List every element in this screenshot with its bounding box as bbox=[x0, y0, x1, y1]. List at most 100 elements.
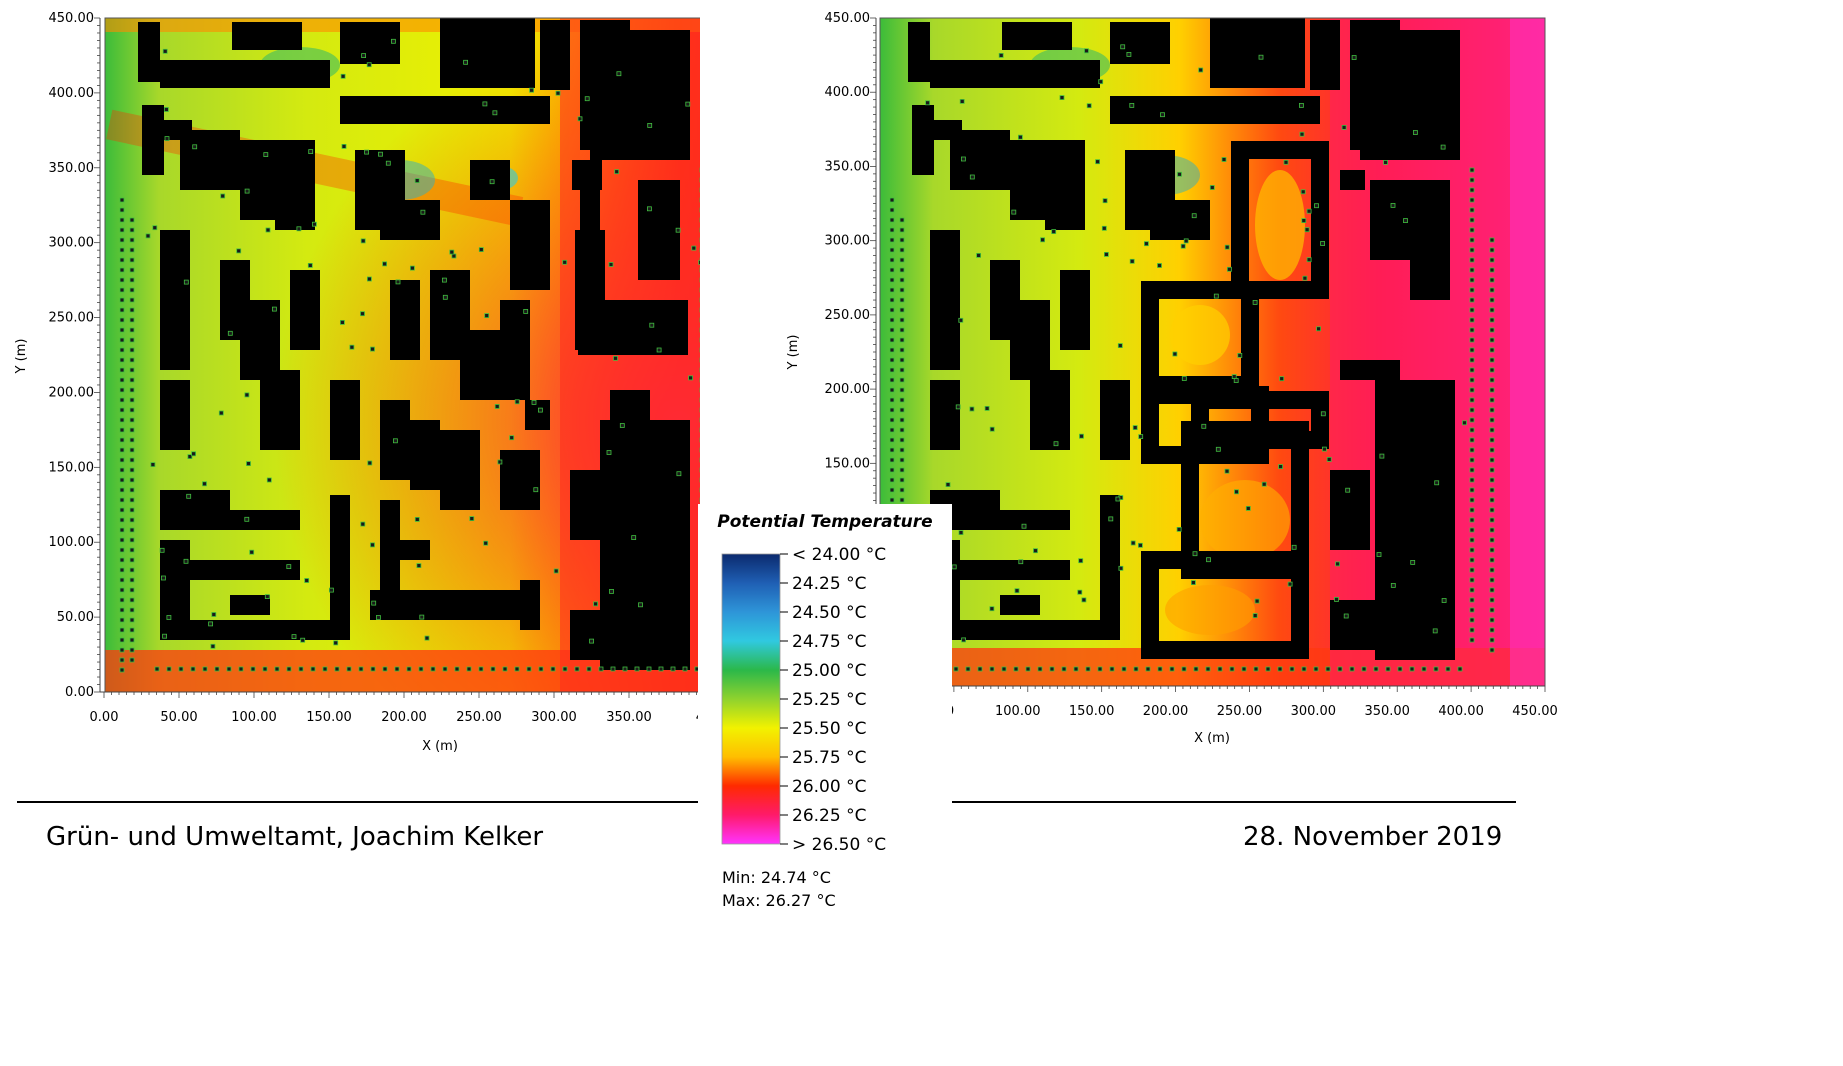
tree-marker bbox=[1145, 666, 1151, 672]
tree-marker bbox=[419, 614, 425, 620]
tree-marker bbox=[1441, 598, 1447, 603]
tree-marker bbox=[119, 387, 125, 393]
tree-marker bbox=[129, 417, 135, 423]
tree-marker bbox=[119, 517, 125, 523]
tree-marker bbox=[889, 287, 895, 293]
tree-marker bbox=[899, 217, 905, 223]
tree-marker bbox=[1157, 666, 1163, 672]
tree-marker bbox=[1183, 238, 1189, 244]
tree-marker bbox=[509, 435, 515, 441]
tree-marker bbox=[119, 467, 125, 473]
tree-marker bbox=[119, 237, 125, 243]
tree-marker bbox=[129, 557, 135, 563]
planned-building-block bbox=[1181, 421, 1309, 579]
tree-marker bbox=[1489, 277, 1495, 283]
tree-marker bbox=[119, 477, 125, 483]
tree-marker bbox=[1234, 489, 1239, 495]
y-tick-label: 200.00 bbox=[825, 382, 871, 397]
tree-marker bbox=[1489, 557, 1495, 563]
building bbox=[500, 300, 530, 400]
tree-marker bbox=[1469, 257, 1475, 263]
tree-marker bbox=[129, 387, 135, 393]
building bbox=[370, 590, 520, 620]
tree-marker bbox=[889, 397, 895, 403]
tree-marker bbox=[1126, 52, 1132, 57]
tree-marker bbox=[129, 517, 135, 523]
x-tick-label: 0.00 bbox=[90, 710, 119, 725]
tree-marker bbox=[1489, 477, 1495, 483]
tree-marker bbox=[1095, 159, 1101, 165]
tree-marker bbox=[1469, 207, 1475, 213]
tree-marker bbox=[965, 666, 971, 672]
building bbox=[575, 230, 605, 350]
tree-marker bbox=[1291, 544, 1297, 550]
building bbox=[290, 270, 320, 350]
building bbox=[1060, 270, 1090, 350]
tree-marker bbox=[899, 407, 905, 413]
tree-marker bbox=[899, 287, 905, 293]
tree-marker bbox=[382, 666, 388, 672]
tree-marker bbox=[656, 347, 662, 353]
tree-marker bbox=[1013, 666, 1019, 672]
tree-marker bbox=[1077, 589, 1083, 595]
tree-marker bbox=[1181, 376, 1187, 381]
tree-marker bbox=[1221, 157, 1227, 162]
tree-marker bbox=[1489, 597, 1495, 603]
tree-marker bbox=[584, 96, 590, 102]
tree-marker bbox=[220, 193, 226, 199]
tree-marker bbox=[889, 367, 895, 373]
tree-marker bbox=[119, 457, 125, 463]
tree-marker bbox=[889, 217, 895, 223]
tree-marker bbox=[1469, 437, 1475, 443]
tree-marker bbox=[1287, 581, 1293, 587]
tree-marker bbox=[953, 666, 959, 672]
tree-marker bbox=[129, 407, 135, 413]
tree-marker bbox=[265, 227, 271, 233]
tree-marker bbox=[538, 407, 543, 413]
tree-marker bbox=[145, 233, 151, 239]
tree-marker bbox=[1373, 666, 1379, 672]
tree-marker bbox=[482, 101, 488, 107]
tree-marker bbox=[119, 597, 125, 603]
tree-marker bbox=[1313, 666, 1319, 672]
building bbox=[180, 130, 210, 190]
tree-marker bbox=[1469, 497, 1475, 503]
legend-label: 24.50 °C bbox=[792, 603, 866, 623]
legend-label: 26.00 °C bbox=[792, 777, 866, 797]
tree-marker bbox=[1120, 44, 1126, 50]
right-y-axis-title: Y (m) bbox=[786, 335, 801, 371]
tree-marker bbox=[562, 666, 568, 672]
tree-marker bbox=[311, 221, 317, 227]
tree-marker bbox=[899, 277, 905, 283]
tree-marker bbox=[129, 297, 135, 303]
tree-marker bbox=[634, 666, 640, 672]
tree-marker bbox=[1306, 257, 1312, 263]
tree-marker bbox=[899, 337, 905, 343]
legend-label: < 24.00 °C bbox=[792, 545, 886, 565]
tree-marker bbox=[218, 410, 224, 416]
tree-marker bbox=[1469, 417, 1475, 423]
tree-marker bbox=[646, 666, 652, 672]
building bbox=[190, 560, 300, 580]
right-trees bbox=[889, 44, 1495, 672]
tree-marker bbox=[328, 587, 334, 593]
tree-marker bbox=[889, 497, 895, 503]
tree-marker bbox=[1489, 337, 1495, 343]
y-tick-label: 250.00 bbox=[49, 311, 95, 326]
left-trees bbox=[119, 38, 700, 673]
tree-marker bbox=[1278, 464, 1284, 470]
tree-marker bbox=[129, 497, 135, 503]
x-tick-label: 150.00 bbox=[1069, 704, 1115, 719]
x-tick-label: 200.00 bbox=[381, 710, 427, 725]
building bbox=[230, 595, 270, 615]
tree-marker bbox=[610, 666, 616, 672]
tree-marker bbox=[889, 307, 895, 313]
tree-marker bbox=[129, 647, 135, 653]
tree-marker bbox=[1226, 266, 1232, 272]
tree-marker bbox=[263, 152, 269, 158]
x-tick-label: 200.00 bbox=[1143, 704, 1189, 719]
tree-marker bbox=[1469, 277, 1475, 283]
tree-marker bbox=[236, 248, 242, 254]
tree-marker bbox=[1237, 352, 1243, 358]
tree-marker bbox=[1277, 666, 1283, 672]
